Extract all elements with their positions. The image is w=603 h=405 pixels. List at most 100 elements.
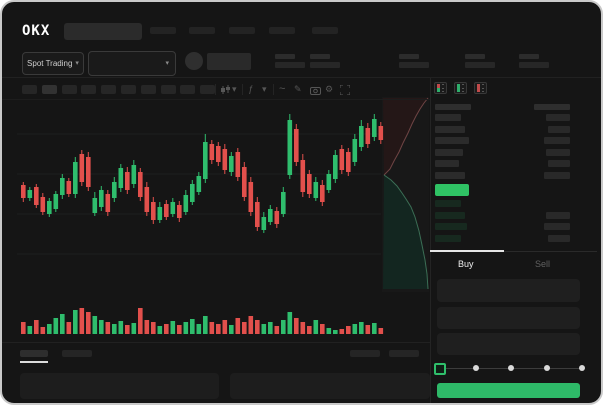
bid-price-skeleton[interactable]	[435, 234, 461, 242]
tab-buy[interactable]: Buy	[458, 259, 474, 269]
bottom-action-skeleton[interactable]	[389, 350, 419, 357]
stat-label-skeleton	[519, 54, 539, 59]
last-price-badge[interactable]	[435, 184, 469, 196]
timeframe-button[interactable]	[101, 85, 117, 94]
okx-logo: OKX	[22, 23, 51, 39]
ask-amount-skeleton	[546, 114, 570, 121]
amount-input[interactable]	[437, 307, 580, 329]
stat-value-skeleton	[399, 62, 429, 68]
orderbook-view-bids-icon[interactable]	[454, 82, 467, 94]
bid-amount-skeleton	[546, 211, 570, 219]
toolbar-bottom-divider	[2, 99, 430, 100]
stat-label-skeleton	[399, 54, 419, 59]
bid-amount-skeleton	[548, 234, 570, 242]
camera-snapshot-icon[interactable]	[310, 86, 321, 95]
nav-item[interactable]	[150, 27, 176, 34]
book-header-skeleton	[435, 104, 471, 110]
coin-icon	[185, 52, 203, 70]
bottom-tab[interactable]	[20, 350, 48, 357]
slider-stop-dot[interactable]	[579, 365, 585, 371]
total-input[interactable]	[437, 333, 580, 355]
ask-price-skeleton[interactable]	[435, 114, 461, 121]
stat-value-skeleton	[275, 62, 305, 68]
toolbar-divider	[215, 84, 216, 95]
draw-pencil-icon[interactable]: ✎	[294, 84, 302, 94]
right-panel-divider	[430, 78, 431, 403]
stat-label-skeleton	[310, 54, 330, 59]
bid-amount-skeleton	[544, 223, 570, 230]
timeframe-button[interactable]	[61, 85, 77, 94]
ask-price-skeleton[interactable]	[435, 160, 459, 167]
toolbar-divider	[273, 84, 274, 95]
stat-value-skeleton	[310, 62, 340, 68]
book-lines	[442, 84, 444, 92]
slider-stop-dot[interactable]	[472, 365, 479, 371]
bottom-panel	[230, 373, 430, 399]
market-type-label: Spot Trading	[27, 59, 73, 68]
book-lines	[482, 84, 484, 92]
bid-price-skeleton[interactable]	[435, 223, 467, 230]
bottom-panel	[20, 373, 219, 399]
bottom-action-skeleton[interactable]	[350, 350, 380, 357]
bottom-tab-indicator	[20, 361, 48, 363]
slider-stop-dot[interactable]	[543, 365, 550, 371]
ask-price-skeleton[interactable]	[435, 125, 465, 133]
line-style-icon[interactable]: ~	[279, 83, 286, 95]
ask-amount-skeleton	[544, 137, 570, 144]
timeframe-button[interactable]	[41, 85, 57, 94]
ask-price-skeleton[interactable]	[435, 171, 465, 179]
fullscreen-expand-icon[interactable]	[340, 85, 350, 95]
timeframe-button[interactable]	[160, 85, 176, 94]
ask-price-skeleton[interactable]	[435, 137, 469, 144]
chevron-down-icon[interactable]: ▾	[262, 84, 267, 94]
chevron-down-icon: ▾	[165, 60, 169, 67]
nav-item[interactable]	[312, 27, 338, 34]
search-input[interactable]	[64, 23, 142, 40]
book-color-column	[477, 84, 480, 92]
bid-price-skeleton[interactable]	[435, 211, 465, 219]
nav-item[interactable]	[189, 27, 215, 34]
bottom-tab[interactable]	[62, 350, 92, 357]
stat-label-skeleton	[275, 54, 295, 59]
timeframe-button[interactable]	[180, 85, 196, 94]
book-lines	[462, 84, 464, 92]
last-price-skeleton	[207, 53, 251, 70]
price-input[interactable]	[437, 279, 580, 302]
book-header-skeleton	[534, 104, 570, 110]
chevron-down-icon: ▾	[75, 60, 79, 67]
ask-price-skeleton[interactable]	[435, 148, 463, 156]
ask-amount-skeleton	[546, 148, 570, 156]
timeframe-button[interactable]	[200, 85, 216, 94]
timeframe-button[interactable]	[121, 85, 136, 94]
settings-gear-icon[interactable]: ⚙	[325, 84, 334, 94]
indicator-fx-icon[interactable]: ƒ	[248, 84, 254, 94]
stat-value-skeleton	[465, 62, 495, 68]
ask-amount-skeleton	[544, 171, 570, 179]
timeframe-button[interactable]	[140, 85, 156, 94]
pair-selector[interactable]: ▾	[88, 51, 176, 76]
nav-item[interactable]	[229, 27, 255, 34]
bid-price-skeleton[interactable]	[435, 200, 461, 207]
nav-item[interactable]	[269, 27, 295, 34]
slider-handle[interactable]	[434, 363, 446, 375]
book-color-column	[457, 84, 460, 92]
chevron-down-icon[interactable]: ▾	[232, 84, 237, 94]
timeframe-button[interactable]	[81, 85, 97, 94]
orderbook-view-combined-icon[interactable]	[434, 82, 447, 94]
orderbook-view-asks-icon[interactable]	[474, 82, 487, 94]
bottom-divider	[2, 342, 430, 343]
candle-type-icon[interactable]	[220, 85, 230, 95]
tab-sell[interactable]: Sell	[535, 259, 551, 269]
stat-value-skeleton	[519, 62, 549, 68]
tabs-divider	[430, 251, 597, 252]
market-type-selector[interactable]: Spot Trading ▾	[22, 52, 84, 75]
slider-stop-dot[interactable]	[508, 365, 514, 371]
timeframe-button[interactable]	[22, 85, 37, 94]
book-color-column	[437, 84, 440, 92]
toolbar-divider	[242, 84, 243, 95]
stat-label-skeleton	[465, 54, 485, 59]
header-divider	[2, 77, 601, 78]
buy-submit-button[interactable]	[437, 383, 580, 398]
